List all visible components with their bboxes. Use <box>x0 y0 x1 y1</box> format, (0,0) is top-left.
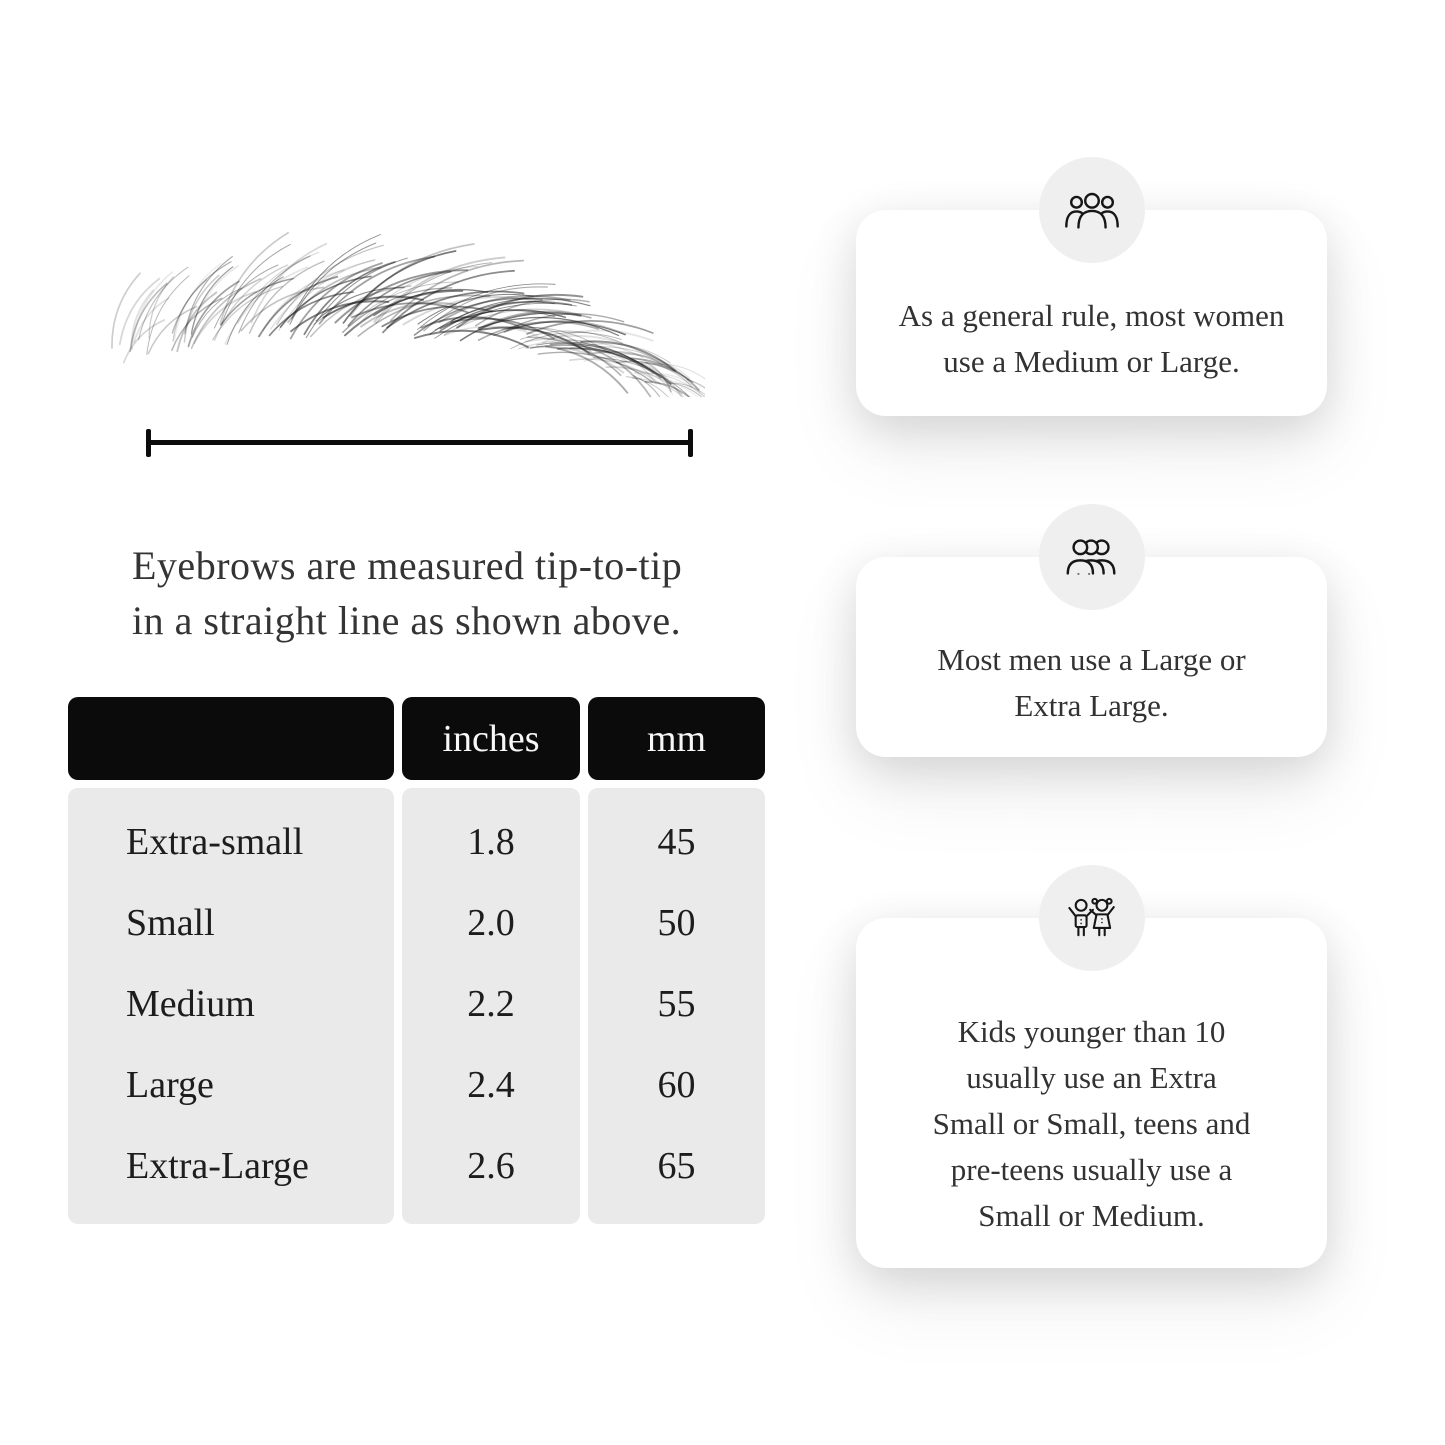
eyebrow-illustration <box>111 232 705 397</box>
header-cell-mm: mm <box>588 697 765 780</box>
children-icon <box>1038 865 1145 971</box>
card-text-line: Small or Small, teens and <box>932 1106 1251 1141</box>
card-text-line: use a Medium or Large. <box>943 344 1240 379</box>
table-row-label: Extra-small <box>126 821 304 864</box>
info-card-women: As a general rule, most women use a Medi… <box>856 157 1327 416</box>
mm-column: 45 50 55 60 65 <box>588 788 765 1224</box>
size-table-header-row: inches mm <box>68 697 765 780</box>
table-cell-mm: 65 <box>657 1144 696 1187</box>
table-cell-inches: 2.2 <box>467 982 515 1025</box>
size-label-column: Extra-small Small Medium Large Extra-Lar… <box>68 788 394 1224</box>
table-cell-inches: 2.6 <box>467 1144 515 1187</box>
table-cell-inches: 2.0 <box>467 902 515 945</box>
inches-column: 1.8 2.0 2.2 2.4 2.6 <box>402 788 580 1224</box>
caption-line-2: in a straight line as shown above. <box>132 598 682 643</box>
card-text-line: Small or Medium. <box>978 1198 1205 1233</box>
header-cell-inches: inches <box>402 697 580 780</box>
card-text-line: Most men use a Large or <box>937 642 1246 677</box>
header-cell-size <box>68 697 394 780</box>
size-table-body: Extra-small Small Medium Large Extra-Lar… <box>68 788 765 1224</box>
table-cell-inches: 2.4 <box>467 1063 515 1106</box>
size-table: inches mm Extra-small Small Medium Large… <box>68 697 765 1224</box>
measurement-tick-right <box>688 429 693 457</box>
women-group-icon <box>1038 157 1145 263</box>
table-cell-mm: 45 <box>657 821 696 864</box>
card-text-line: usually use an Extra <box>966 1060 1217 1095</box>
info-card-men: Most men use a Large or Extra Large. <box>856 504 1327 757</box>
caption-line-1: Eyebrows are measured tip-to-tip <box>132 543 683 588</box>
card-text-line: As a general rule, most women <box>898 298 1285 333</box>
info-card-kids: Kids younger than 10 usually use an Extr… <box>856 865 1327 1268</box>
measurement-bar <box>146 440 693 445</box>
table-row-label: Large <box>126 1063 214 1106</box>
measurement-line <box>146 429 693 457</box>
table-cell-mm: 55 <box>657 982 696 1025</box>
card-text-line: Extra Large. <box>1014 688 1169 723</box>
table-cell-mm: 60 <box>657 1063 696 1106</box>
measurement-caption: Eyebrows are measured tip-to-tip in a st… <box>132 538 772 648</box>
table-cell-mm: 50 <box>657 902 696 945</box>
card-text-line: pre-teens usually use a <box>950 1152 1233 1187</box>
table-row-label: Small <box>126 902 215 945</box>
card-text-line: Kids younger than 10 <box>957 1014 1226 1049</box>
table-row-label: Medium <box>126 982 255 1025</box>
men-group-icon <box>1038 504 1145 610</box>
table-cell-inches: 1.8 <box>467 821 515 864</box>
table-row-label: Extra-Large <box>126 1144 309 1187</box>
